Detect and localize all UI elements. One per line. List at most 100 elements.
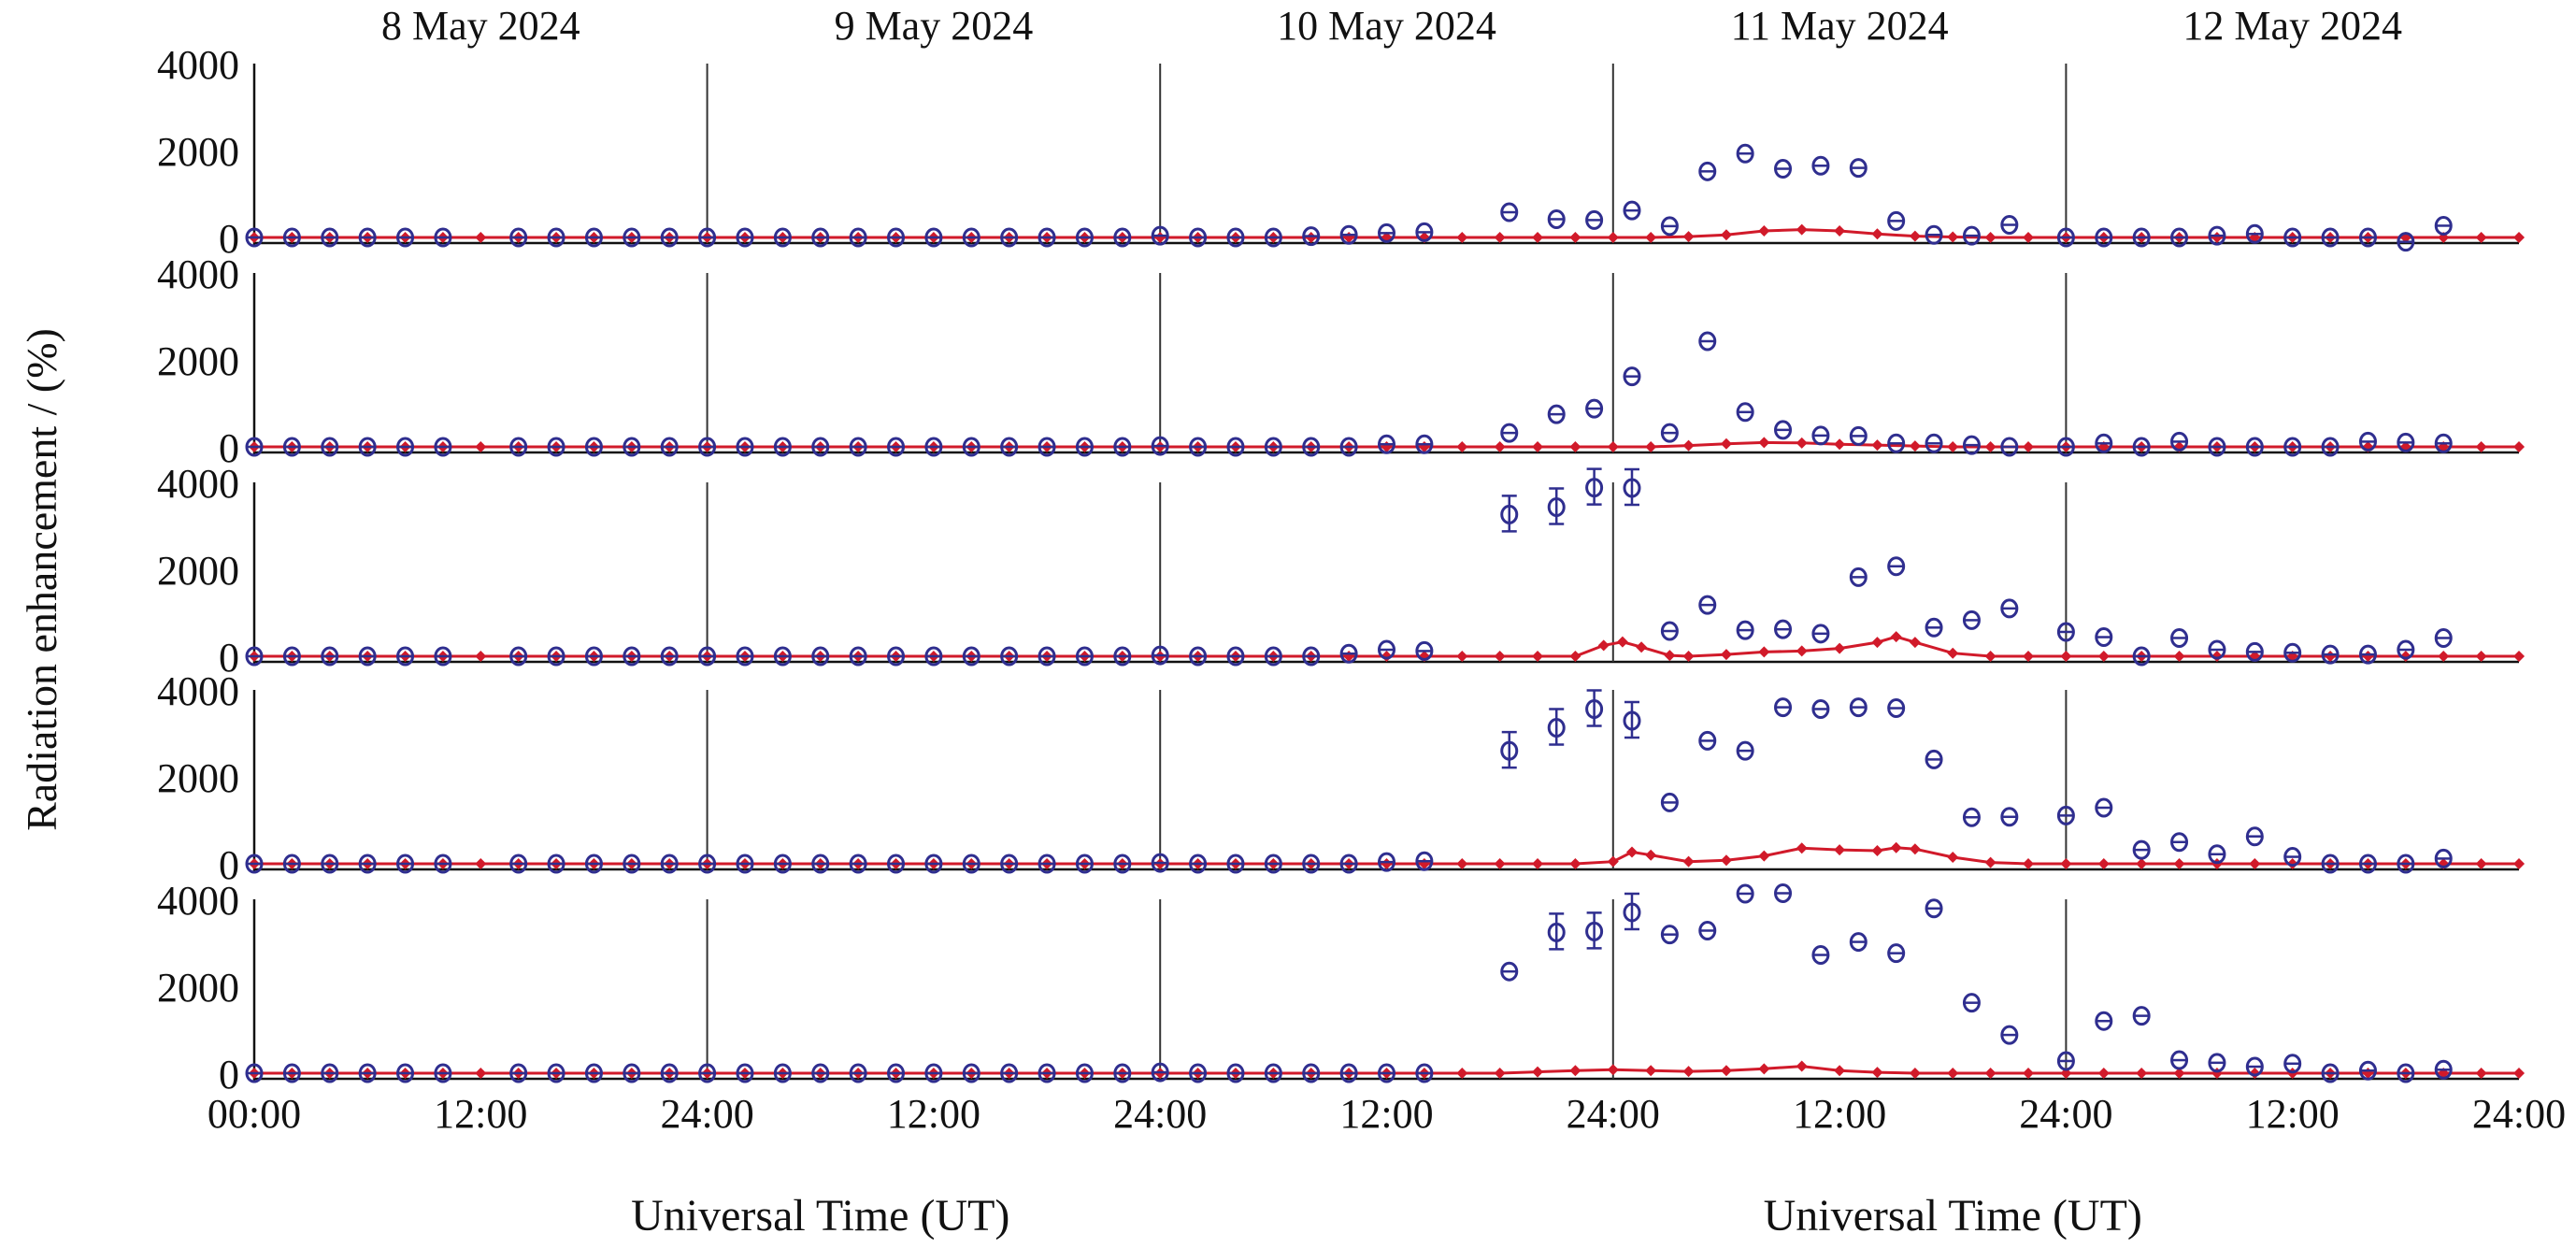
observed-point <box>282 854 301 874</box>
model-point <box>2023 232 2035 243</box>
observed-point <box>698 437 717 457</box>
model-point <box>2513 858 2525 869</box>
observed-point <box>623 646 641 667</box>
model-point <box>1532 232 1544 243</box>
model-point <box>2136 1068 2148 1079</box>
observed-point <box>1698 595 1717 615</box>
observed-point <box>660 437 679 457</box>
observed-point <box>1302 437 1321 457</box>
observed-point <box>736 854 754 874</box>
model-point <box>1796 1060 1808 1072</box>
model-point <box>1494 858 1506 869</box>
observed-point <box>2283 227 2302 248</box>
observed-point <box>811 1063 830 1083</box>
observed-point <box>509 227 528 248</box>
observed-point <box>1698 331 1717 351</box>
model-point <box>1720 1065 1732 1077</box>
observed-point <box>623 854 641 874</box>
observed-point <box>1585 698 1604 719</box>
model-point <box>1494 1068 1506 1079</box>
observed-point <box>396 854 415 874</box>
observed-point <box>2358 854 2377 874</box>
model-point <box>1871 845 1883 857</box>
observed-point <box>1500 961 1519 982</box>
observed-point <box>1547 922 1566 942</box>
observed-point <box>509 1063 528 1083</box>
observed-point <box>773 1063 792 1083</box>
observed-point <box>245 227 264 248</box>
observed-point <box>2245 641 2264 662</box>
model-point <box>1607 232 1619 243</box>
y-tick-label: 4000 <box>157 878 239 924</box>
model-point <box>1890 631 1902 643</box>
observed-point <box>1500 504 1519 524</box>
model-point <box>1532 1066 1544 1078</box>
model-point <box>1607 855 1619 868</box>
observed-point <box>1264 854 1282 874</box>
observed-point <box>1500 202 1519 222</box>
observed-point <box>1339 224 1358 245</box>
observed-point <box>584 227 603 248</box>
model-point <box>1796 645 1808 657</box>
observed-point <box>2434 848 2453 868</box>
observed-point <box>1113 854 1132 874</box>
x-tick-label: 00:00 <box>208 1091 301 1137</box>
observed-point <box>2283 847 2302 868</box>
day-label: 10 May 2024 <box>1277 3 1496 49</box>
observed-point <box>887 854 906 874</box>
observed-point <box>396 227 415 248</box>
model-point <box>1625 846 1638 858</box>
observed-point <box>2245 437 2264 457</box>
observed-point <box>2283 437 2302 457</box>
observed-point <box>811 437 830 457</box>
observed-point <box>1415 851 1434 871</box>
model-point <box>1947 441 1959 452</box>
observed-point <box>2283 1054 2302 1074</box>
model-point <box>2173 651 2185 662</box>
model-point <box>1947 231 1959 243</box>
model-point <box>1607 441 1619 452</box>
observed-point <box>2170 227 2189 248</box>
observed-point <box>1113 437 1132 457</box>
observed-point <box>623 1063 641 1083</box>
model-point <box>1947 1068 1959 1079</box>
observed-point <box>1962 993 1981 1013</box>
model-point <box>1909 637 1921 649</box>
observed-point <box>1038 1063 1056 1083</box>
observed-point <box>1226 227 1245 248</box>
model-point <box>1984 856 1996 868</box>
model-point <box>1909 1068 1921 1079</box>
observed-point <box>1623 200 1641 221</box>
model-point <box>1758 1063 1770 1075</box>
observed-point <box>1962 807 1981 827</box>
day-label: 12 May 2024 <box>2182 3 2402 49</box>
observed-point <box>1849 425 1868 446</box>
model-point <box>2023 651 2035 662</box>
observed-point <box>660 1063 679 1083</box>
observed-point <box>1887 556 1906 577</box>
model-point <box>2475 232 2487 243</box>
model-point <box>1984 441 1996 452</box>
model-point <box>1720 854 1732 867</box>
model-point <box>1984 651 1996 662</box>
observed-point <box>1698 730 1717 751</box>
model-point <box>2286 858 2298 869</box>
observed-point <box>1264 437 1282 457</box>
observed-point <box>773 646 792 667</box>
observed-point <box>2321 437 2340 457</box>
observed-point <box>358 227 377 248</box>
observed-point <box>887 437 906 457</box>
observed-point <box>2000 1025 2019 1045</box>
observed-point <box>1151 436 1169 456</box>
observed-point <box>1962 435 1981 455</box>
observed-point <box>1226 437 1245 457</box>
observed-point <box>1000 227 1019 248</box>
observed-point <box>1660 423 1679 443</box>
model-point <box>1720 229 1732 241</box>
observed-point <box>2434 433 2453 453</box>
observed-point <box>736 437 754 457</box>
observed-point <box>773 854 792 874</box>
observed-point <box>1887 433 1906 453</box>
x-tick-label: 12:00 <box>1339 1091 1433 1137</box>
